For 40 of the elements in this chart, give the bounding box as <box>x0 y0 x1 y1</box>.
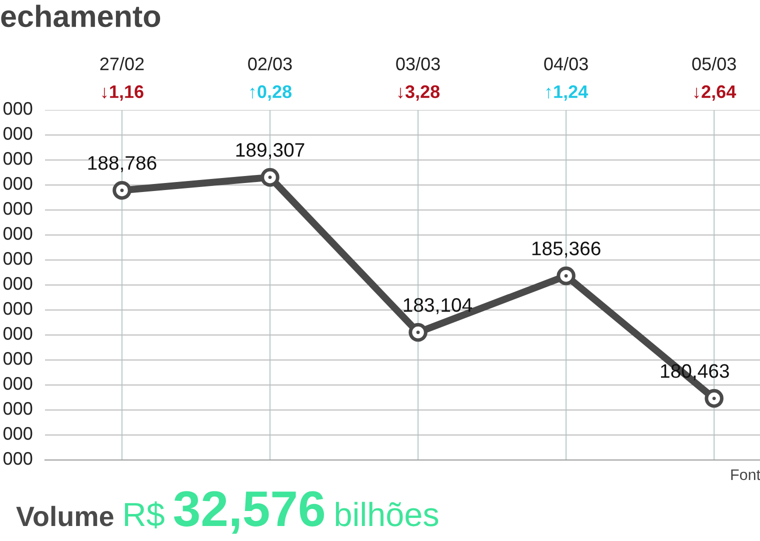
text: 000 <box>3 102 32 115</box>
data-label: 188,786 <box>88 156 156 172</box>
text: Font <box>731 469 760 480</box>
text: 000 <box>3 427 32 440</box>
point <box>556 266 576 286</box>
text: 000 <box>3 277 32 290</box>
text: 000 <box>3 152 32 165</box>
data-label: 185,366 <box>532 242 600 258</box>
text: 000 <box>3 227 32 240</box>
text: 000 <box>3 202 32 215</box>
text: 000 <box>3 127 32 140</box>
text: 000 <box>3 452 32 465</box>
text: ↑1,24 <box>546 85 588 101</box>
text: Volume <box>16 506 114 526</box>
text: 000 <box>3 177 32 190</box>
point <box>408 323 428 342</box>
x-tick-label: 02/03 <box>248 57 292 70</box>
text: R$ <box>124 501 164 528</box>
text: ↑0,28 <box>250 85 292 101</box>
data-label: 189,307 <box>236 143 304 160</box>
x-tick-label: 27/02 <box>100 57 144 70</box>
point <box>112 180 132 200</box>
text: 000 <box>3 252 32 265</box>
x-tick-label: 04/03 <box>544 57 588 70</box>
point <box>260 168 280 187</box>
x-tick-label: 05/03 <box>692 57 736 70</box>
text: ↓3,28 <box>398 85 440 101</box>
chart-title: echamento <box>1 4 160 28</box>
text: bilhões <box>336 502 438 526</box>
text: ↓1,16 <box>102 85 144 101</box>
text: 000 <box>3 377 32 390</box>
text: ↓2,64 <box>694 85 736 101</box>
text: 000 <box>3 302 32 315</box>
point <box>704 389 724 408</box>
text: 000 <box>3 327 32 340</box>
text: 32,576 <box>174 491 324 534</box>
text: 000 <box>3 352 32 365</box>
x-tick-label: 03/03 <box>396 57 440 70</box>
data-label: 183,104 <box>404 298 472 314</box>
text: 000 <box>3 402 32 415</box>
